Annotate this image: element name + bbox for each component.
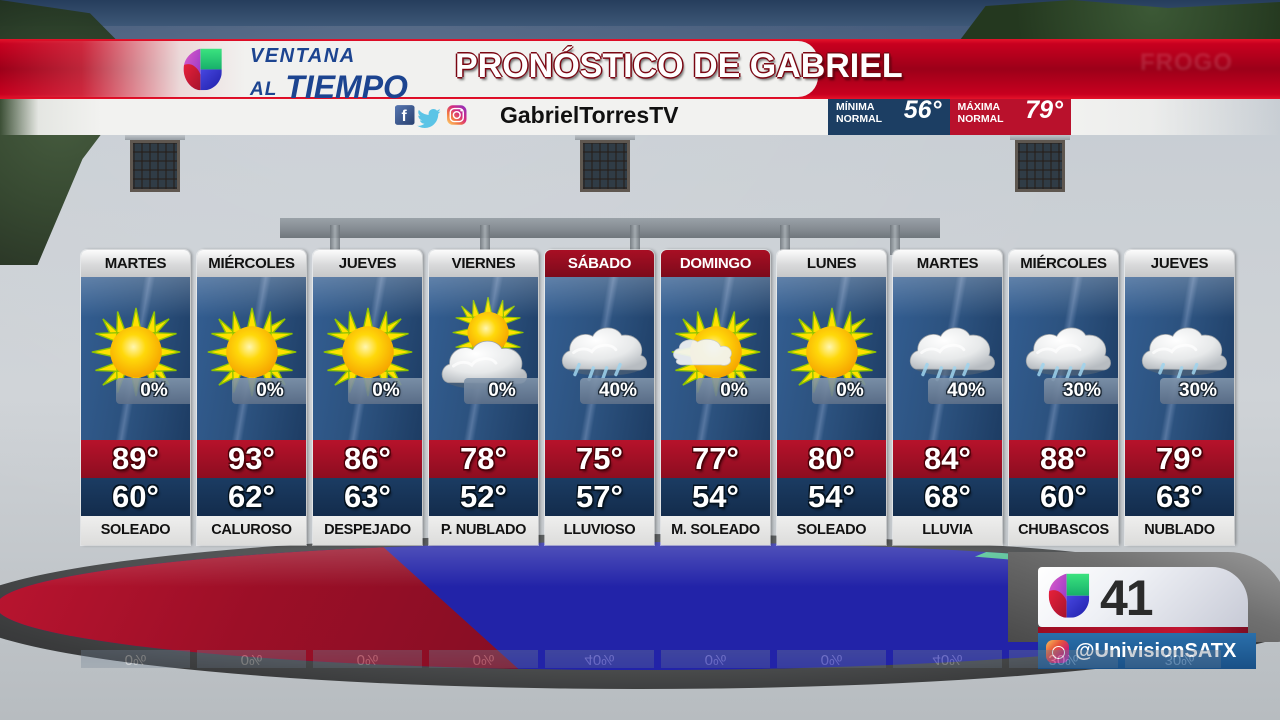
svg-text:f: f <box>402 108 408 125</box>
